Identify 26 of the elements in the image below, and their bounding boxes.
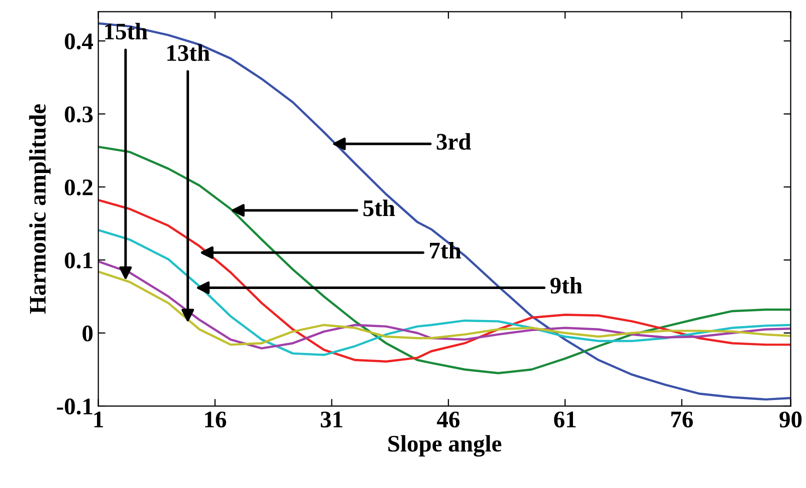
y-tick-label: 0.2 [64, 179, 92, 196]
line-series [98, 260, 791, 350]
line-series [98, 270, 791, 346]
x-tick-label: 31 [320, 412, 342, 428]
annotation: 5th [363, 200, 395, 216]
y-tick-label: 0 [82, 325, 93, 342]
annotation: 15th [105, 22, 148, 40]
x-axis-title: Slope angle [388, 435, 502, 457]
annotation: 9th [550, 277, 582, 294]
y-tick-label: 0.4 [64, 33, 94, 50]
annotation: 7th [430, 242, 462, 259]
y-tick-label: -0.1 [56, 398, 92, 415]
x-tick-label: 1 [94, 412, 104, 428]
x-tick-label: 76 [671, 412, 693, 428]
x-tick-label: 16 [205, 412, 226, 428]
line-series [98, 198, 791, 363]
line-series [98, 228, 791, 356]
annotation: 13th [167, 44, 210, 62]
annotation: 3rd [436, 133, 472, 150]
x-tick-label: 90 [780, 412, 802, 428]
y-tick-label: 0.3 [64, 106, 93, 122]
line-series [98, 22, 791, 401]
y-tick-label: 0.1 [64, 252, 92, 269]
y-axis-title: Harmonic amplitude [29, 104, 51, 314]
x-tick-label: 61 [554, 412, 576, 428]
x-tick-label: 46 [436, 412, 460, 428]
